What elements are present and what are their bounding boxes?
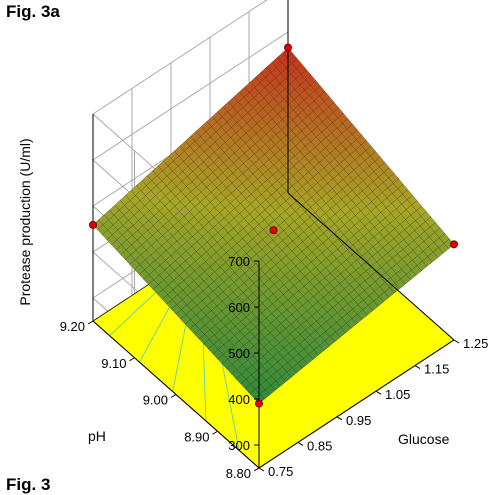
box-edge	[258, 339, 455, 469]
x-tick	[258, 467, 265, 472]
x-tick-label: 0.95	[346, 413, 371, 428]
x-tick-label: 0.85	[307, 438, 332, 453]
z-tick-label: 500	[228, 346, 250, 361]
x-axis-title: Glucose	[398, 431, 450, 447]
x-tick	[375, 390, 382, 395]
box-edge	[287, 192, 455, 341]
figure-label-bottom: Fig. 3	[6, 475, 51, 494]
design-point	[254, 399, 263, 408]
x-tick	[453, 339, 460, 344]
y-tick-label: 8.90	[184, 429, 209, 444]
x-tick-label: 1.05	[385, 387, 410, 402]
x-tick-label: 1.25	[463, 336, 488, 351]
design-point	[269, 226, 278, 235]
figure-label: Fig. 3a	[6, 2, 60, 21]
response-surface	[92, 47, 455, 404]
design-points	[89, 43, 458, 408]
x-tick	[297, 441, 304, 446]
x-tick-label: 1.15	[424, 362, 449, 377]
design-point	[89, 220, 98, 229]
y-tick	[129, 357, 135, 362]
z-tick-label: 600	[228, 300, 250, 315]
y-tick	[212, 430, 218, 435]
y-tick	[170, 394, 177, 398]
x-tick-label: 0.75	[268, 464, 293, 479]
bounding-box	[92, 0, 455, 469]
design-point	[283, 43, 292, 52]
z-tick-label: 300	[228, 438, 250, 453]
y-tick	[87, 320, 94, 325]
x-tick	[336, 416, 343, 421]
x-tick	[414, 365, 421, 370]
y-tick-label: 9.20	[60, 319, 85, 334]
y-tick-label: 9.10	[101, 356, 126, 371]
y-tick-label: 8.80	[226, 466, 251, 481]
axis-ticks: 300 400 500 600 700 0.75 0.85 0.95 1.05 1.15 1.25 8…	[60, 254, 489, 481]
design-point	[449, 240, 458, 249]
z-axis-title: Protease production (U/ml)	[17, 138, 33, 305]
z-tick-label: 400	[228, 392, 250, 407]
z-tick-label: 700	[228, 254, 250, 269]
y-tick-label: 9.00	[143, 393, 168, 408]
y-tick	[253, 467, 260, 472]
y-axis-title: pH	[88, 428, 106, 444]
